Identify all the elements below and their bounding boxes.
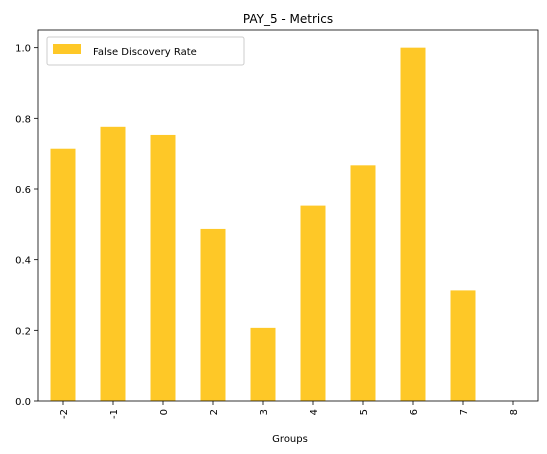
x-tick-label: -2 xyxy=(59,409,70,419)
x-tick-label: 8 xyxy=(509,409,520,415)
bar-6 xyxy=(400,47,426,402)
y-tick-label: 0.0 xyxy=(15,397,31,408)
x-tick-label: 7 xyxy=(459,409,470,415)
x-axis-label: Groups xyxy=(272,434,308,445)
x-tick-label: 4 xyxy=(309,409,320,415)
y-tick-label: 0.6 xyxy=(15,185,31,196)
x-tick-label: 5 xyxy=(359,409,370,415)
y-axis-ticks: 0.0 0.2 0.4 0.6 0.8 1.0 xyxy=(15,44,38,408)
x-tick-label: 3 xyxy=(259,409,270,415)
bar-3 xyxy=(250,327,276,401)
y-tick-label: 0.8 xyxy=(15,114,31,125)
legend-label: False Discovery Rate xyxy=(93,47,197,58)
y-tick-label: 1.0 xyxy=(15,44,31,55)
x-tick-label: -1 xyxy=(109,409,120,419)
bar-0 xyxy=(150,134,176,401)
legend-box xyxy=(46,36,245,66)
bar-4 xyxy=(300,205,326,401)
bars-group xyxy=(50,47,476,402)
bar-2 xyxy=(200,228,226,401)
y-tick-label: 0.4 xyxy=(15,256,31,267)
chart-title: PAY_5 - Metrics xyxy=(243,12,333,26)
x-tick-label: 6 xyxy=(409,409,420,415)
bar-7 xyxy=(450,290,476,401)
x-axis-ticks: -2 -1 0 2 3 4 5 6 7 8 xyxy=(59,401,520,419)
plot-frame xyxy=(37,29,539,402)
bar--2 xyxy=(50,148,76,401)
x-tick-label: 0 xyxy=(159,409,170,415)
legend-swatch xyxy=(53,44,81,54)
bar--1 xyxy=(100,126,126,402)
bar-5 xyxy=(350,165,376,401)
y-tick-label: 0.2 xyxy=(15,326,31,337)
legend: False Discovery Rate xyxy=(46,36,245,66)
x-tick-label: 2 xyxy=(209,409,220,415)
